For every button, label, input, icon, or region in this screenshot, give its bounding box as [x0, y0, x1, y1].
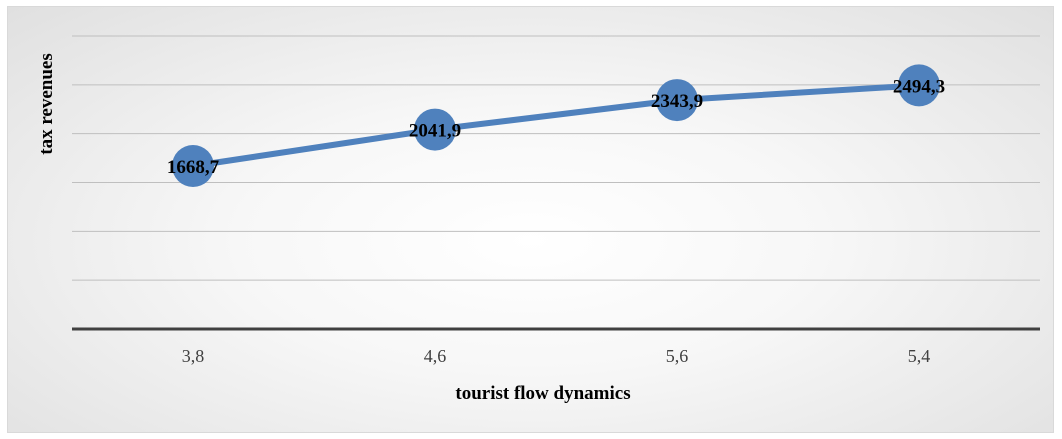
data-point [898, 64, 940, 107]
data-label: 2494,3 [893, 76, 945, 97]
data-point [656, 79, 698, 122]
x-tick-labels: 3,8 4,6 5,6 5,4 [182, 346, 931, 366]
data-point [172, 145, 214, 188]
data-label: 2041,9 [409, 121, 461, 142]
data-labels: 1668,7 2041,9 2343,9 2494,3 [167, 76, 945, 178]
x-tick-label: 5,6 [666, 346, 689, 366]
x-tick-label: 5,4 [908, 346, 931, 366]
x-axis-title: tourist flow dynamics [455, 383, 630, 404]
series-line [192, 82, 920, 169]
gridlines [72, 35, 1040, 281]
data-markers [172, 64, 940, 188]
x-tick-label: 4,6 [424, 346, 447, 366]
data-label: 1668,7 [167, 157, 220, 178]
data-label: 2343,9 [651, 91, 703, 112]
y-axis-title: tax revenues [36, 53, 57, 155]
x-tick-label: 3,8 [182, 346, 205, 366]
data-point [414, 108, 456, 151]
chart-area [7, 6, 1054, 433]
